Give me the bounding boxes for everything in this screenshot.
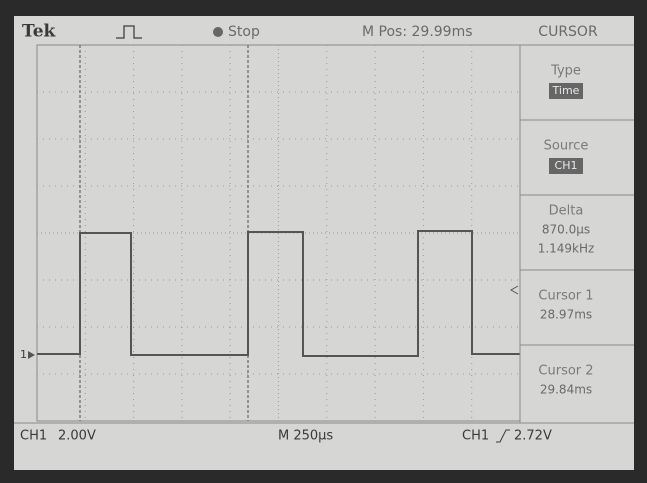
trigger-slope (496, 429, 510, 443)
menu-label: Type (550, 64, 581, 79)
menu-value: CH1 (555, 159, 578, 172)
volts-div: 2.00V (58, 429, 96, 444)
run-state: Stop (228, 24, 260, 40)
menu-title: CURSOR (538, 24, 598, 40)
menu-value-box (549, 83, 583, 99)
trigger-arrow (509, 285, 519, 295)
menu-readout: 28.97ms (540, 308, 592, 322)
ground-arrow (28, 351, 35, 359)
menu-label: Source (544, 139, 589, 154)
menu-label: Delta (549, 204, 584, 219)
brand: Tek (22, 22, 57, 42)
channel-marker: 1 (20, 348, 27, 361)
menu: Type Time Source CH1 Delta 870.0µs 1.149kHz Cur… (519, 44, 634, 423)
menu-readout: 870.0µs (542, 223, 590, 237)
pulse-icon (116, 25, 142, 39)
menu-label: Cursor 1 (538, 289, 593, 304)
menu-value: Time (552, 84, 580, 97)
menu-value-box (549, 158, 583, 174)
waveform (37, 230, 520, 357)
timebase: M 250µs (278, 429, 333, 444)
menu-readout: 29.84ms (540, 383, 592, 397)
trigger-level: 2.72V (514, 429, 552, 444)
footer-channel: CH1 (20, 429, 47, 444)
trigger-source: CH1 (462, 429, 489, 444)
m-pos: M Pos: 29.99ms (362, 24, 473, 40)
display (14, 16, 634, 470)
menu-readout: 1.149kHz (538, 242, 595, 256)
menu-label: Cursor 2 (538, 364, 593, 379)
state-dot (213, 27, 223, 37)
